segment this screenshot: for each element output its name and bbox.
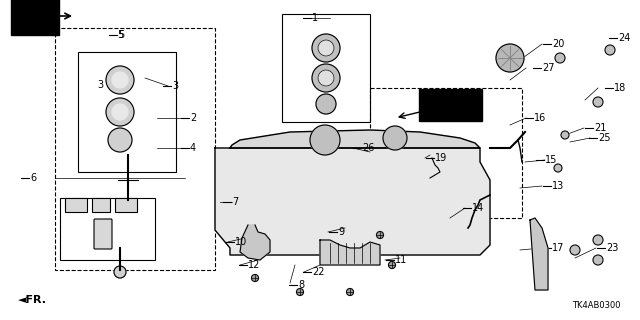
Text: 23: 23 (606, 243, 618, 253)
Text: 1: 1 (312, 13, 318, 23)
FancyBboxPatch shape (65, 198, 87, 212)
Circle shape (114, 266, 126, 278)
FancyBboxPatch shape (94, 219, 112, 249)
Circle shape (376, 231, 383, 238)
Circle shape (593, 97, 603, 107)
Text: 7: 7 (232, 197, 238, 207)
Text: 21: 21 (594, 123, 606, 133)
Text: 20: 20 (552, 39, 564, 49)
Text: 11: 11 (395, 255, 407, 265)
Circle shape (318, 70, 334, 86)
Text: 5: 5 (117, 30, 123, 40)
Circle shape (312, 34, 340, 62)
Text: 18: 18 (614, 83, 627, 93)
Circle shape (555, 53, 565, 63)
Text: 12: 12 (248, 260, 260, 270)
Text: B-4-20: B-4-20 (430, 100, 471, 110)
Circle shape (496, 44, 524, 72)
Text: 15: 15 (545, 155, 557, 165)
Circle shape (561, 131, 569, 139)
Circle shape (318, 40, 334, 56)
Circle shape (252, 275, 259, 282)
Text: 13: 13 (552, 181, 564, 191)
Circle shape (593, 235, 603, 245)
Text: 27: 27 (542, 63, 554, 73)
Circle shape (346, 289, 353, 295)
Circle shape (316, 94, 336, 114)
Circle shape (106, 66, 134, 94)
Circle shape (112, 104, 128, 120)
Polygon shape (320, 240, 380, 265)
FancyBboxPatch shape (115, 198, 137, 212)
Circle shape (383, 126, 407, 150)
Text: 16: 16 (534, 113, 547, 123)
Text: 8: 8 (298, 280, 304, 290)
Text: 14: 14 (472, 203, 484, 213)
Text: 19: 19 (435, 153, 447, 163)
Text: 26: 26 (362, 143, 374, 153)
Circle shape (388, 261, 396, 268)
Circle shape (112, 72, 128, 88)
Circle shape (312, 64, 340, 92)
Text: TK4AB0300: TK4AB0300 (572, 300, 621, 309)
Text: 4: 4 (190, 143, 196, 153)
Circle shape (554, 164, 562, 172)
Text: 3: 3 (97, 80, 103, 90)
Circle shape (310, 125, 340, 155)
Text: 25: 25 (598, 133, 611, 143)
Polygon shape (230, 130, 480, 148)
Text: 2: 2 (190, 113, 196, 123)
Polygon shape (240, 225, 270, 260)
Text: 6: 6 (30, 173, 36, 183)
Polygon shape (215, 148, 490, 255)
Polygon shape (530, 218, 548, 290)
Text: 3: 3 (172, 81, 178, 91)
Text: B-4: B-4 (23, 10, 46, 22)
Circle shape (605, 45, 615, 55)
Text: 5: 5 (118, 30, 124, 40)
Circle shape (108, 128, 132, 152)
Text: ◄FR.: ◄FR. (18, 295, 47, 305)
Circle shape (570, 245, 580, 255)
Text: 22: 22 (312, 267, 324, 277)
FancyBboxPatch shape (92, 198, 110, 212)
Text: 24: 24 (618, 33, 630, 43)
Circle shape (593, 255, 603, 265)
Text: 17: 17 (552, 243, 564, 253)
Circle shape (106, 98, 134, 126)
Text: 9: 9 (338, 227, 344, 237)
Text: 10: 10 (235, 237, 247, 247)
Circle shape (296, 289, 303, 295)
